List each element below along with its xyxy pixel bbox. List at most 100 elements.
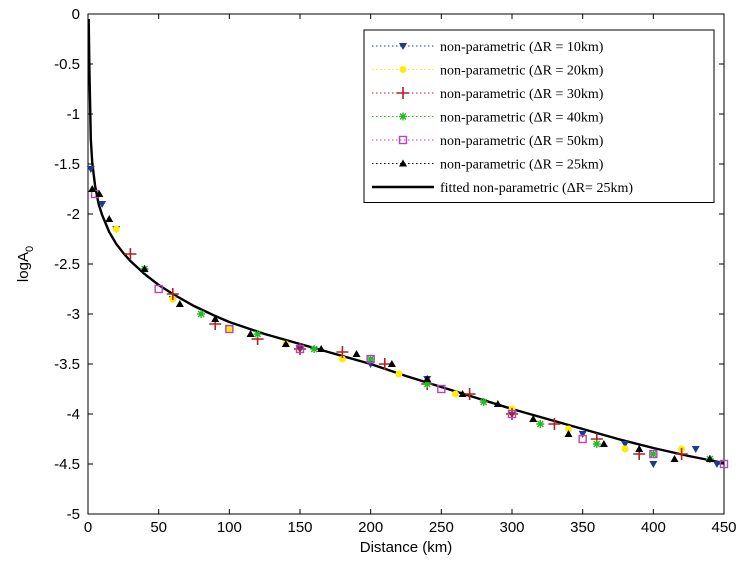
y-axis-title-group: logA0 [15,246,36,282]
series-5-point [175,300,184,307]
series-1-point [565,425,573,433]
series-2-point [378,358,391,370]
x-axis-title: Distance (km) [360,539,453,556]
x-tick-label: 150 [287,519,312,536]
legend-entry: non-parametric (ΔR = 30km) [372,87,604,102]
y-tick-label: -4 [67,406,80,423]
y-tick-label: -1.5 [54,156,80,173]
axis-ticks: 0 50 100 150 200 250 300 350 400 450 0 -0.5 -1 -1.5 -2… [54,6,736,536]
series-1-points [112,225,686,453]
series-1-point [112,225,120,233]
legend-label: non-parametric (ΔR = 10km) [440,40,604,55]
series-4-points [90,189,729,469]
legend-marker [397,87,409,99]
series-2-point [675,448,688,460]
y-tick-label: -2.5 [54,256,80,273]
y-tick-label: -0.5 [54,56,80,73]
y-tick-label: -3 [67,306,80,323]
y-tick-label: -2 [67,206,80,223]
series-5-point [670,455,679,462]
series-4-point [507,409,517,419]
legend-label: non-parametric (ΔR = 30km) [440,87,604,102]
series-5-point [246,330,255,337]
series-1-point [338,355,346,363]
legend-entry: non-parametric (ΔR = 20km) [372,64,604,79]
legend-marker [399,43,407,50]
series-5-point [140,265,149,272]
y-tick-label: -1 [67,106,80,123]
series-1-point [225,325,233,333]
series-5-point [95,190,104,197]
series-3-point [253,330,262,338]
series-3-point [592,440,601,448]
y-axis-title-subscript: 0 [24,246,36,252]
series-3-point [649,450,658,458]
legend-marker [398,135,408,145]
legend-entry: non-parametric (ΔR = 10km) [372,40,604,55]
series-2-point [463,388,476,400]
legend-label: non-parametric (ΔR = 40km) [440,111,604,126]
series-0-point [86,166,95,173]
series-5-point [317,345,326,352]
series-5-point [564,430,573,437]
series-5-point [105,215,114,222]
y-tick-label: -4.5 [54,456,80,473]
series-2-point [336,346,349,358]
series-0-point [691,446,700,453]
series-3-point [423,380,432,388]
legend-marker [399,66,407,73]
series-5-point [88,185,97,192]
series-4-point [578,434,587,444]
series-2-point [548,418,561,430]
series-0-point [649,461,658,468]
series-5-point [423,375,432,382]
x-tick-label: 0 [84,519,92,536]
y-axis-title-main: logA [15,252,32,282]
x-tick-label: 450 [711,519,736,536]
series-5-point [599,440,608,447]
y-axis-title: logA0 [15,246,36,282]
legend-label: non-parametric (ΔR = 25km) [440,158,604,173]
series-1-point [451,390,459,398]
legend-entry: fitted non-parametric (ΔR= 25km) [372,181,633,196]
series-0-point [621,441,630,448]
y-tick-label: 0 [72,6,80,23]
x-tick-label: 300 [499,519,524,536]
series-2-point [166,288,179,300]
x-tick-label: 50 [150,519,167,536]
x-tick-label: 250 [429,519,454,536]
series-3-point [536,420,545,428]
series-4-point [154,284,163,294]
series-4-point [437,384,446,394]
series-2-point [124,248,137,260]
series-5-point [458,390,467,397]
series-3-point [366,355,375,363]
legend: non-parametric (ΔR = 10km) non-parametric… [363,29,715,203]
series-3-point [310,345,319,353]
series-0-point [712,461,721,468]
legend-box [363,29,715,203]
series-4-point [719,459,729,469]
legend-label: fitted non-parametric (ΔR= 25km) [440,181,633,196]
legend-marker [399,112,407,121]
series-5-point [493,400,502,407]
series-3-point [479,398,488,406]
series-5-points [88,185,714,462]
series-0-point [578,431,587,438]
series-5-point [635,445,644,452]
legend-entry: non-parametric (ΔR = 40km) [372,111,604,126]
legend-entry: non-parametric (ΔR = 25km) [372,158,604,173]
x-tick-label: 200 [358,519,383,536]
series-0-point [98,201,107,208]
series-5-point [529,415,538,422]
legend-label: non-parametric (ΔR = 20km) [440,64,604,79]
x-tick-label: 400 [641,519,666,536]
y-tick-label: -3.5 [54,356,80,373]
series-4-point [366,354,375,364]
series-1-point [621,445,629,453]
series-3-point [197,310,206,318]
series-1-point [395,370,403,378]
series-5-point [705,455,714,462]
series-5-point [281,340,290,347]
